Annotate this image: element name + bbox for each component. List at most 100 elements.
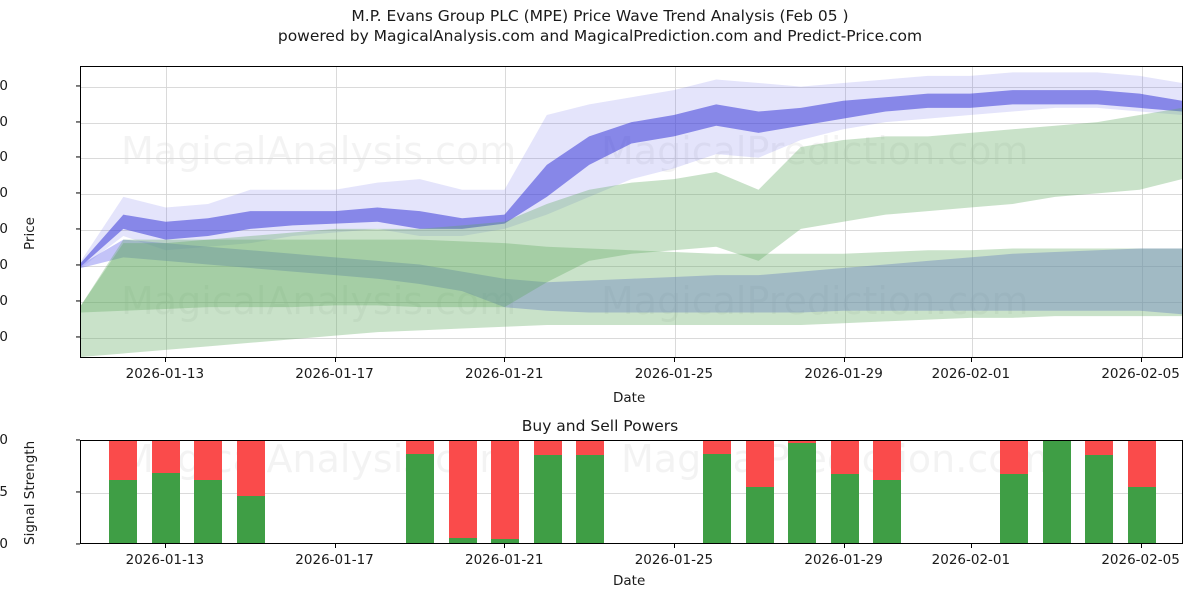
price-y-tick-label: 1280: [0, 149, 8, 166]
power-x-tick-label: 2026-01-25: [634, 552, 714, 568]
gridline: [81, 230, 1182, 232]
price-wave-bands: [81, 72, 1182, 357]
power-bar: [703, 441, 732, 543]
price-y-tick-mark: [76, 228, 80, 230]
price-x-tick-mark: [504, 358, 506, 362]
gridline: [971, 67, 973, 357]
power-x-tick-mark: [164, 544, 166, 548]
power-bar: [109, 441, 138, 543]
sell-power-segment: [151, 441, 180, 474]
sell-power-segment: [576, 441, 605, 455]
sell-power-segment: [1085, 441, 1114, 455]
sell-power-segment: [448, 441, 477, 538]
price-y-tick-label: 1200: [0, 292, 8, 309]
buy-power-segment: [151, 473, 180, 543]
power-bar: [491, 441, 520, 543]
price-x-tick-label: 2026-01-17: [295, 366, 374, 382]
buy-power-segment: [830, 474, 859, 543]
power-bar: [194, 441, 223, 543]
power-x-axis-label: Date: [613, 573, 646, 589]
gridline: [81, 493, 1182, 494]
power-bar: [448, 441, 477, 543]
price-y-tick-label: 1180: [0, 328, 8, 345]
price-y-tick-label: 1220: [0, 256, 8, 273]
power-x-tick-mark: [673, 544, 676, 548]
price-y-tick-label: 1300: [0, 113, 8, 130]
buy-power-segment: [873, 479, 902, 543]
sell-power-segment: [109, 441, 138, 480]
power-bar: [830, 441, 859, 543]
price-wave-chart: MagicalAnalysis.com MagicalPrediction.co…: [80, 66, 1183, 358]
power-bar: [1127, 441, 1156, 543]
power-x-tick-label: 2026-01-21: [464, 552, 544, 568]
price-x-axis-label: Date: [613, 390, 646, 406]
power-chart-title: Buy and Sell Powers: [521, 417, 679, 435]
buy-power-segment: [533, 454, 562, 543]
power-bar: [406, 441, 435, 543]
price-x-tick-label: 2026-01-25: [634, 366, 714, 382]
buy-power-segment: [109, 479, 138, 543]
sell-power-segment: [236, 441, 265, 497]
buy-power-segment: [236, 496, 265, 543]
price-x-tick-label: 2026-02-05: [1101, 366, 1180, 382]
power-bar: [1042, 441, 1071, 543]
price-y-tick-mark: [76, 85, 80, 87]
price-band-green-upper-channel: [81, 107, 1182, 313]
power-x-tick-label: 2026-01-17: [295, 552, 374, 568]
power-x-tick-mark: [843, 544, 845, 548]
power-bar: [1000, 441, 1029, 543]
power-x-tick-label: 2026-02-01: [931, 552, 1011, 568]
power-bar: [533, 441, 562, 543]
power-y-tick-mark: [76, 543, 80, 545]
buy-sell-powers-chart: MagicalAnalysis.com MagicalPrediction.co…: [80, 440, 1183, 544]
price-y-tick-mark: [76, 192, 80, 194]
price-x-tick-label: 2026-02-01: [931, 366, 1011, 382]
gridline: [81, 158, 1182, 160]
price-x-tick-mark: [334, 358, 336, 362]
power-bar: [151, 441, 180, 543]
price-x-tick-mark: [843, 358, 845, 362]
gridline: [81, 194, 1182, 196]
power-bar: [745, 441, 774, 543]
power-y-tick-label: 1.0: [0, 432, 8, 448]
price-y-tick-mark: [76, 300, 80, 302]
power-bar: [576, 441, 605, 543]
price-y-tick-mark: [76, 264, 80, 266]
gridline: [81, 301, 1182, 303]
power-bar: [788, 441, 817, 543]
buy-power-segment: [1042, 441, 1071, 543]
price-x-tick-mark: [970, 358, 972, 362]
power-bar: [236, 441, 265, 543]
buy-power-segment: [1000, 474, 1029, 543]
sell-power-segment: [491, 441, 520, 539]
gridline: [505, 67, 507, 357]
power-x-tick-mark: [1140, 544, 1142, 548]
sell-power-segment: [1127, 441, 1156, 487]
power-x-tick-mark: [970, 544, 972, 548]
price-x-tick-mark: [164, 358, 166, 362]
power-y-tick-label: 0.0: [0, 536, 8, 552]
power-x-tick-label: 2026-01-29: [804, 552, 883, 568]
power-y-axis-label: Signal Strength: [22, 440, 38, 545]
power-y-tick-mark: [76, 491, 80, 493]
price-x-tick-mark: [1140, 358, 1142, 362]
power-x-tick-label: 2026-02-05: [1101, 552, 1180, 568]
price-x-tick-label: 2026-01-13: [125, 366, 205, 382]
sell-power-segment: [533, 441, 562, 455]
chart-title-block: M.P. Evans Group PLC (MPE) Price Wave Tr…: [0, 6, 1200, 46]
power-y-tick-mark: [76, 439, 80, 441]
power-x-tick-label: 2026-01-13: [125, 552, 205, 568]
price-y-tick-mark: [76, 156, 80, 158]
price-x-tick-mark: [673, 358, 676, 362]
gridline: [81, 337, 1182, 339]
buy-power-segment: [745, 486, 774, 543]
price-y-tick-mark: [76, 335, 80, 338]
buy-power-segment: [1085, 454, 1114, 543]
sell-power-segment: [406, 441, 435, 454]
price-x-tick-label: 2026-01-29: [804, 366, 883, 382]
power-x-tick-mark: [334, 544, 336, 548]
buy-power-segment: [194, 479, 223, 543]
buy-power-segment: [448, 537, 477, 543]
price-y-tick-mark: [76, 120, 80, 123]
